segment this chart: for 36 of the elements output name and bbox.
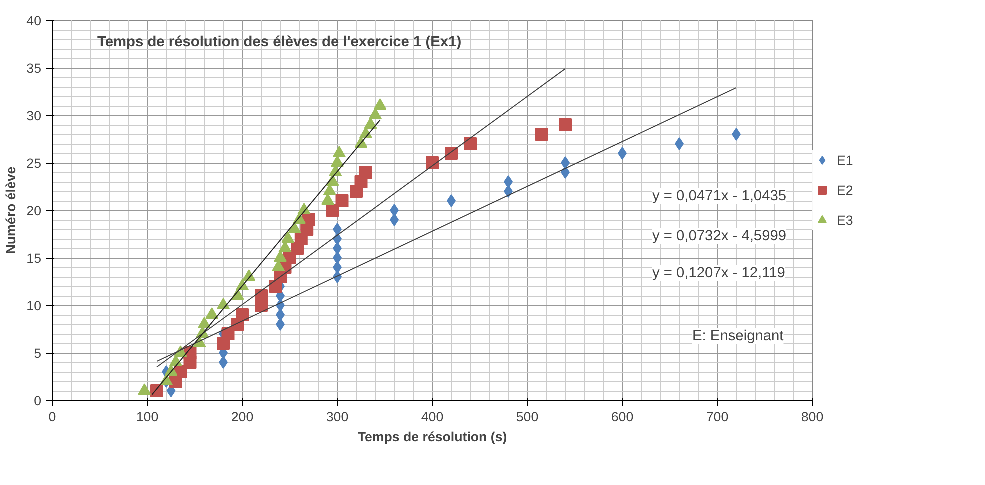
y-tick-label: 25: [26, 156, 42, 171]
x-tick-label: 100: [136, 410, 159, 424]
x-tick-label: 0: [48, 410, 56, 424]
y-tick-label: 35: [26, 61, 42, 76]
point: [360, 166, 372, 179]
point: [559, 118, 572, 132]
y-tick-label: 10: [26, 298, 42, 314]
x-tick-label: 200: [231, 410, 254, 424]
y-tick-label: 0: [34, 394, 42, 408]
x-axis-title: Temps de résolution (s): [358, 430, 508, 444]
point: [336, 194, 349, 208]
y-axis-title: Numéro élève: [4, 166, 19, 254]
x-tick-label: 600: [611, 410, 634, 424]
x-tick-label: 800: [801, 410, 824, 424]
legend-label: E1: [837, 152, 854, 168]
y-tick-label: 40: [26, 14, 42, 28]
point: [464, 138, 477, 150]
legend-label: E3: [837, 212, 854, 228]
point: [535, 128, 548, 141]
annotation: E: Enseignant: [692, 328, 784, 344]
y-tick-label: 20: [26, 204, 42, 218]
x-tick-label: 500: [516, 410, 539, 424]
x-tick-label: 400: [421, 410, 444, 424]
text: Temps de résolution des élèves de l'exercice 1 (Ex1): [98, 34, 462, 50]
point: [150, 384, 164, 398]
y-tick-label: 15: [26, 251, 42, 266]
x-tick-label: 300: [326, 410, 349, 424]
point: [236, 308, 249, 322]
annotation: y = 0,0471x - 1,0435: [652, 188, 787, 204]
x-tick-label: 700: [706, 410, 729, 424]
legend-label: E2: [837, 182, 854, 198]
y-tick-label: 5: [34, 346, 42, 361]
y-tick-label: 30: [26, 108, 42, 124]
point: [426, 156, 439, 170]
annotation: y = 0,0732x - 4,5999: [652, 228, 787, 244]
annotation: y = 0,1207x - 12,119: [652, 266, 786, 282]
